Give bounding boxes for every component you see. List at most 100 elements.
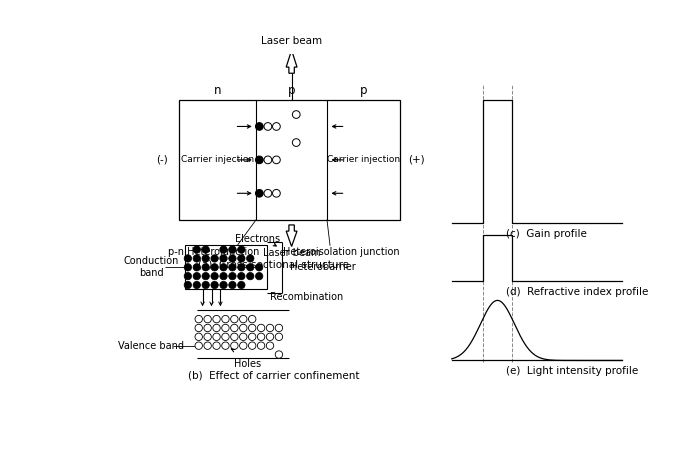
Circle shape — [222, 324, 229, 332]
Circle shape — [272, 189, 280, 197]
Text: Heterobarrier: Heterobarrier — [290, 262, 356, 272]
Circle shape — [246, 255, 254, 262]
Text: Holes: Holes — [234, 360, 261, 369]
Circle shape — [184, 272, 192, 280]
Text: (+): (+) — [409, 155, 425, 165]
Circle shape — [258, 324, 265, 332]
Circle shape — [248, 315, 256, 323]
Circle shape — [229, 255, 236, 262]
Circle shape — [204, 324, 211, 332]
Circle shape — [272, 122, 280, 130]
Circle shape — [266, 324, 274, 332]
Circle shape — [213, 333, 220, 341]
Circle shape — [222, 342, 229, 349]
Text: Carrier injection: Carrier injection — [181, 155, 254, 164]
Text: Laser beam: Laser beam — [261, 36, 322, 46]
Circle shape — [220, 281, 228, 289]
Text: (a)  Cross sectional structure: (a) Cross sectional structure — [198, 259, 349, 269]
Circle shape — [229, 264, 236, 271]
Circle shape — [202, 264, 209, 271]
Circle shape — [202, 272, 209, 280]
Text: Conduction
band: Conduction band — [123, 256, 178, 278]
Circle shape — [213, 324, 220, 332]
Circle shape — [195, 324, 202, 332]
Circle shape — [220, 255, 228, 262]
Circle shape — [211, 281, 218, 289]
Circle shape — [237, 246, 245, 253]
Circle shape — [258, 342, 265, 349]
Circle shape — [193, 246, 200, 253]
Text: (e)  Light intensity profile: (e) Light intensity profile — [506, 366, 638, 376]
Circle shape — [266, 342, 274, 349]
Circle shape — [184, 255, 192, 262]
Circle shape — [237, 272, 245, 280]
Text: Laser beam: Laser beam — [262, 248, 321, 258]
Circle shape — [258, 333, 265, 341]
Circle shape — [237, 281, 245, 289]
Circle shape — [193, 281, 200, 289]
Circle shape — [184, 264, 192, 271]
Circle shape — [246, 272, 254, 280]
Circle shape — [204, 333, 211, 341]
Circle shape — [229, 272, 236, 280]
Circle shape — [222, 315, 229, 323]
Circle shape — [237, 264, 245, 271]
Circle shape — [256, 156, 263, 164]
Circle shape — [275, 351, 283, 358]
Circle shape — [193, 255, 200, 262]
Circle shape — [204, 342, 211, 349]
Text: (-): (-) — [156, 155, 168, 165]
Circle shape — [239, 333, 247, 341]
Text: (c)  Gain profile: (c) Gain profile — [506, 229, 587, 239]
Text: (b)  Effect of carrier confinement: (b) Effect of carrier confinement — [188, 370, 359, 380]
Circle shape — [248, 342, 256, 349]
Circle shape — [202, 255, 209, 262]
Circle shape — [293, 139, 300, 146]
Circle shape — [256, 189, 263, 197]
Circle shape — [264, 189, 272, 197]
Text: (d)  Refractive index profile: (d) Refractive index profile — [506, 287, 648, 297]
Circle shape — [239, 324, 247, 332]
Circle shape — [220, 264, 228, 271]
Circle shape — [230, 324, 238, 332]
Circle shape — [272, 156, 280, 164]
Circle shape — [264, 122, 272, 130]
Text: Carrier injection: Carrier injection — [327, 155, 400, 164]
Text: Electrons: Electrons — [235, 234, 281, 244]
Circle shape — [211, 264, 218, 271]
Circle shape — [264, 156, 272, 164]
Circle shape — [195, 342, 202, 349]
Circle shape — [213, 315, 220, 323]
Circle shape — [213, 342, 220, 349]
Circle shape — [211, 255, 218, 262]
Text: Heteroisolation junction: Heteroisolation junction — [284, 247, 400, 257]
Text: p-n Heterojunction: p-n Heterojunction — [168, 247, 260, 257]
Circle shape — [193, 264, 200, 271]
Circle shape — [229, 281, 236, 289]
Text: Valence band: Valence band — [118, 341, 184, 351]
Polygon shape — [286, 225, 297, 247]
Circle shape — [275, 333, 283, 341]
Circle shape — [246, 264, 254, 271]
Circle shape — [230, 342, 238, 349]
Circle shape — [195, 315, 202, 323]
Polygon shape — [286, 50, 297, 73]
Circle shape — [193, 272, 200, 280]
Circle shape — [222, 333, 229, 341]
Circle shape — [248, 324, 256, 332]
Circle shape — [229, 246, 236, 253]
Circle shape — [184, 281, 192, 289]
Text: p: p — [360, 84, 367, 97]
Circle shape — [230, 333, 238, 341]
Circle shape — [204, 315, 211, 323]
Circle shape — [275, 324, 283, 332]
Circle shape — [220, 246, 228, 253]
Bar — [185, 245, 267, 289]
Circle shape — [256, 264, 263, 271]
Circle shape — [266, 333, 274, 341]
Circle shape — [239, 315, 247, 323]
Circle shape — [237, 255, 245, 262]
Circle shape — [195, 333, 202, 341]
Circle shape — [202, 246, 209, 253]
Circle shape — [256, 272, 263, 280]
